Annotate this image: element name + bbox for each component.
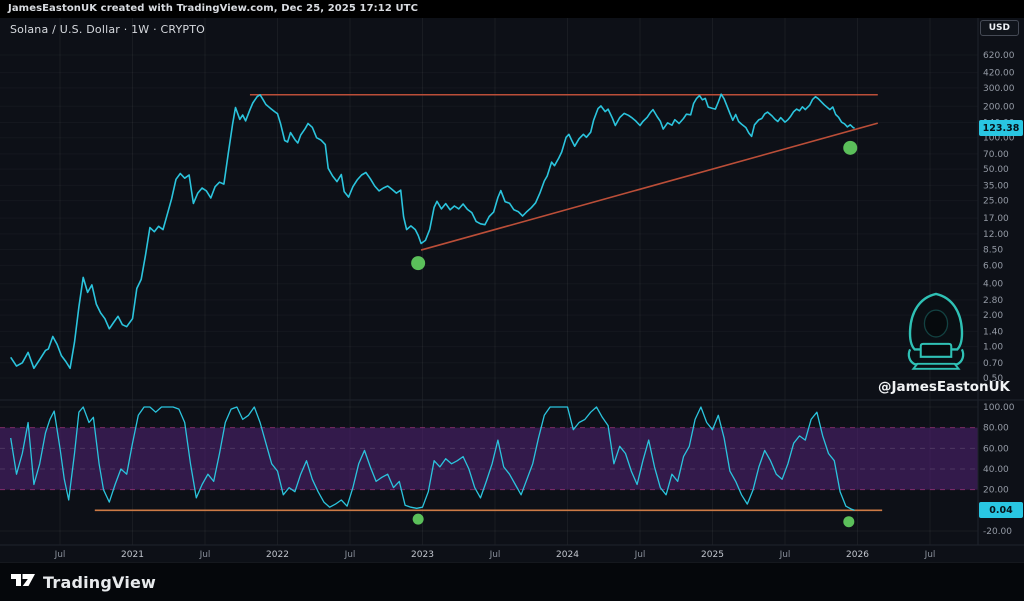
oscillator-axis-label: 40.00	[983, 465, 1009, 475]
price-axis-label: 25.00	[983, 197, 1009, 207]
stochastic-band	[0, 427, 978, 490]
oscillator-axis-label: 80.00	[983, 424, 1009, 434]
signal-marker	[843, 516, 855, 528]
hacker-hoodie-laptop-icon	[907, 292, 965, 370]
chart-canvas[interactable]: Jul 2021 Jul 2022 Jul 2023 Jul 2024 Jul 2025 Jul 20…	[0, 18, 1024, 562]
price-axis-label: 12.00	[983, 230, 1009, 240]
time-axis-label: 2023	[411, 550, 434, 560]
current-price-label: 123.38	[979, 120, 1023, 137]
watermark: @JamesEastonUK	[878, 288, 1011, 395]
price-line	[10, 93, 855, 370]
signal-marker	[843, 140, 858, 155]
signal-marker	[411, 256, 426, 271]
time-axis-label: 2026	[846, 550, 869, 560]
time-axis-label: 2022	[266, 550, 289, 560]
time-axis-label: Jul	[489, 550, 501, 560]
oscillator-axis-label: 100.00	[983, 403, 1015, 413]
watermark-handle: @JamesEastonUK	[878, 379, 1011, 395]
price-axis-label: 2.80	[983, 296, 1003, 306]
footer-bar: TradingView	[0, 562, 1024, 601]
oscillator-axis-label: -20.00	[983, 527, 1012, 537]
time-axis-label: 2025	[701, 550, 724, 560]
price-axis-label: 1.00	[983, 343, 1003, 353]
ascending-support-line	[420, 122, 879, 251]
time-axis-label: Jul	[924, 550, 936, 560]
time-axis-label: Jul	[634, 550, 646, 560]
oscillator-line	[10, 406, 855, 511]
time-axis-label: 2021	[121, 550, 144, 560]
price-axis-label: 620.00	[983, 51, 1015, 61]
price-axis-label: 4.00	[983, 280, 1003, 290]
chart-region: Jul 2021 Jul 2022 Jul 2023 Jul 2024 Jul 2025 Jul 20…	[0, 18, 1024, 562]
time-axis-label: Jul	[344, 550, 356, 560]
symbol-title[interactable]: Solana / U.S. Dollar · 1W · CRYPTO	[10, 23, 206, 36]
price-axis-label: 70.00	[983, 150, 1009, 160]
price-axis-label: 2.00	[983, 311, 1003, 321]
price-axis-label: 0.70	[983, 359, 1003, 369]
currency-toggle-button[interactable]: USD	[979, 20, 1019, 36]
signal-marker	[412, 513, 424, 525]
oscillator-axis-label: 60.00	[983, 444, 1009, 454]
tradingview-wordmark[interactable]: TradingView	[43, 572, 157, 592]
attribution-text: JamesEastonUK created with TradingView.c…	[8, 3, 419, 14]
tradingview-logo-icon[interactable]	[10, 571, 36, 593]
time-axis-label: 2024	[556, 550, 579, 560]
price-axis-label: 1.40	[983, 327, 1003, 337]
price-axis-label: 300.00	[983, 84, 1015, 94]
price-axis-label: 50.00	[983, 165, 1009, 175]
oscillator-axis-label: 20.00	[983, 486, 1009, 496]
time-axis-label: Jul	[199, 550, 211, 560]
price-axis-label: 420.00	[983, 69, 1015, 79]
price-axis-label: 200.00	[983, 102, 1015, 112]
price-axis-label: 100.00	[983, 134, 1015, 144]
oscillator-value-label: 0.04	[979, 502, 1023, 519]
price-axis-label: 6.00	[983, 261, 1003, 271]
attribution-bar: JamesEastonUK created with TradingView.c…	[0, 0, 1024, 18]
time-axis-label: Jul	[54, 550, 66, 560]
price-axis-label: 35.00	[983, 181, 1009, 191]
time-axis-label: Jul	[779, 550, 791, 560]
price-axis-label: 0.50	[983, 374, 1003, 384]
price-axis-label: 8.50	[983, 246, 1003, 256]
price-axis-label: 17.00	[983, 214, 1009, 224]
